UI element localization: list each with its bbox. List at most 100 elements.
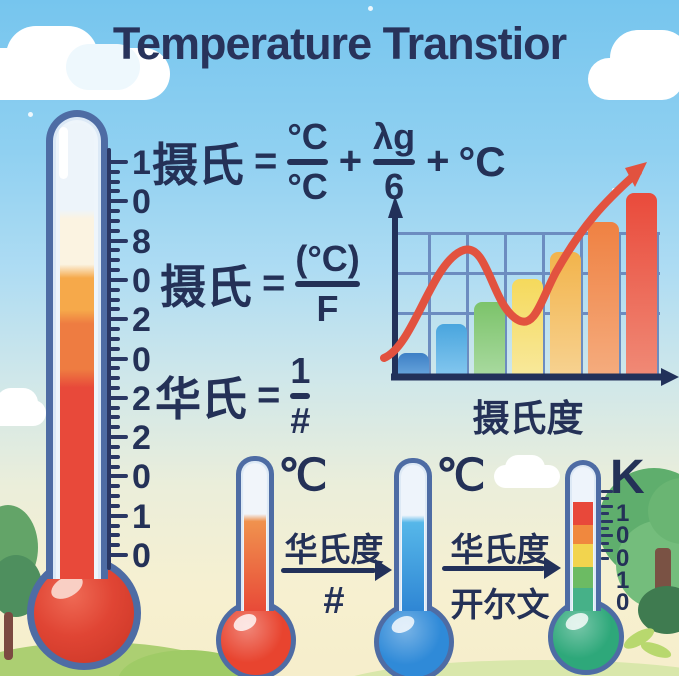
big-thermometer-tube — [46, 110, 108, 579]
formula-fahrenheit: 华氏 = 1 # — [155, 352, 312, 440]
tick-minor — [601, 497, 609, 501]
temperature-segment — [573, 525, 593, 544]
fraction-numerator: (°C) — [295, 238, 360, 279]
tube-highlight — [59, 127, 68, 179]
tick-minor — [109, 444, 120, 449]
scale-number: 0 — [616, 544, 630, 572]
tick-minor — [109, 287, 120, 292]
tick-minor — [601, 541, 609, 545]
tick-minor — [109, 366, 120, 371]
chart-bar — [398, 353, 429, 377]
arrow-head — [375, 559, 392, 581]
fraction-bar — [295, 280, 360, 287]
scale-number: 0 — [132, 458, 151, 497]
tick-minor — [109, 494, 120, 498]
scale-number: 0 — [132, 537, 151, 575]
tick-minor — [109, 543, 120, 548]
fraction: °C °C — [287, 116, 328, 206]
tick-minor — [601, 512, 609, 516]
equals-sign: = — [257, 373, 281, 418]
tick-minor — [109, 346, 120, 351]
scale-number: 1 — [132, 144, 151, 182]
fraction-denominator: 6 — [384, 165, 405, 207]
tick-minor — [109, 268, 120, 272]
equals-sign: = — [254, 139, 278, 184]
formula-celsius-2: 摄氏 = (°C) F — [160, 240, 362, 328]
tick-major — [601, 519, 613, 523]
bulb-highlight — [562, 609, 592, 634]
tick-major — [109, 553, 128, 557]
conversion-label-bottom: 开尔文 — [450, 586, 550, 623]
tick-major — [601, 490, 613, 493]
fraction-bar — [287, 158, 328, 165]
conversion-arrow — [442, 566, 545, 571]
trend-curve — [380, 168, 642, 362]
conversion-arrow — [281, 568, 376, 573]
bulb-highlight — [230, 610, 260, 635]
grid-line-vertical — [656, 232, 659, 377]
fraction-numerator: 1 — [290, 350, 311, 391]
thermo-fill — [244, 464, 266, 611]
grid-line-vertical — [428, 232, 431, 377]
x-axis-arrowhead — [661, 368, 679, 386]
tick-minor — [109, 218, 120, 223]
thermo-kelvin-tube — [565, 460, 601, 611]
tick-minor — [109, 248, 120, 253]
tick-major — [109, 395, 128, 400]
scale-number: 1 — [616, 566, 630, 594]
formula-celsius-1: 摄氏 = °C °C + λg 6 + °C — [152, 118, 506, 206]
chart: 摄氏度 — [380, 160, 679, 440]
cloud — [610, 30, 679, 86]
scale-number: 0 — [132, 261, 151, 300]
tick-minor — [601, 556, 609, 560]
grid-line-vertical — [466, 232, 469, 377]
tree-left-trunk — [4, 612, 13, 660]
cloud — [66, 44, 140, 90]
temperature-segment — [573, 502, 593, 525]
scale-number: 0 — [616, 522, 630, 550]
fraction-numerator: °C — [287, 116, 328, 157]
tick-major — [601, 549, 613, 553]
scale-number: 2 — [132, 419, 151, 458]
arrow-head — [544, 557, 561, 579]
chart-bar — [588, 222, 619, 377]
thermo-fill — [402, 466, 424, 611]
grid-line-horizontal — [394, 232, 660, 235]
unit-label-celsius: ℃ — [278, 451, 328, 500]
chart-bar — [474, 302, 505, 377]
temperature-segment — [573, 588, 593, 611]
tree-right-trunk — [655, 548, 671, 592]
fraction: (°C) F — [295, 238, 360, 329]
fraction-denominator: F — [316, 287, 339, 329]
tick-minor — [109, 415, 120, 420]
grid-line-vertical — [580, 232, 583, 377]
thermo-segments — [573, 502, 593, 611]
tick-major — [109, 199, 128, 204]
tick-minor — [109, 376, 120, 381]
scale-number: 8 — [132, 222, 151, 261]
tick-minor — [109, 179, 120, 184]
formula-lhs: 摄氏 — [160, 260, 252, 313]
formula-lhs: 摄氏 — [152, 138, 244, 191]
temperature-segment — [573, 567, 593, 588]
chart-bar — [436, 324, 467, 377]
tick-major — [109, 474, 128, 479]
tick-minor — [109, 405, 120, 410]
cloud — [505, 455, 545, 481]
tick-major — [109, 238, 128, 243]
tick-minor — [109, 464, 120, 469]
tick-major — [109, 356, 128, 361]
fraction-bar — [373, 158, 416, 165]
scale-number: 2 — [132, 379, 151, 418]
fraction-denominator: # — [290, 399, 311, 441]
x-axis-label: 摄氏度 — [472, 398, 584, 439]
conversion-label-top: 华氏度 — [284, 531, 384, 568]
tick-major — [601, 504, 613, 508]
big-thermometer-fill — [60, 123, 94, 579]
tick-minor — [109, 307, 120, 312]
chart-axes-and-curve — [380, 162, 679, 386]
fraction: λg 6 — [373, 118, 416, 207]
sprig-leaf — [638, 638, 674, 662]
thermo-kelvin-bulb — [548, 599, 624, 675]
